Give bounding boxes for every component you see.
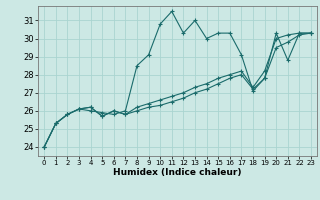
X-axis label: Humidex (Indice chaleur): Humidex (Indice chaleur) [113,168,242,177]
